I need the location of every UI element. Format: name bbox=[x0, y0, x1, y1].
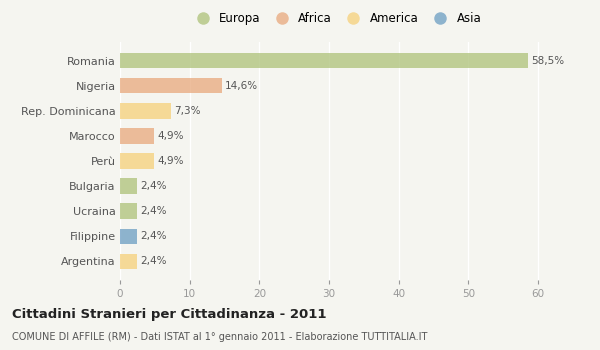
Bar bbox=[120, 128, 154, 144]
Bar bbox=[120, 203, 137, 219]
Legend: Europa, Africa, America, Asia: Europa, Africa, America, Asia bbox=[188, 10, 484, 28]
Text: COMUNE DI AFFILE (RM) - Dati ISTAT al 1° gennaio 2011 - Elaborazione TUTTITALIA.: COMUNE DI AFFILE (RM) - Dati ISTAT al 1°… bbox=[12, 332, 427, 343]
Text: 4,9%: 4,9% bbox=[158, 156, 184, 166]
Text: 58,5%: 58,5% bbox=[531, 56, 564, 65]
Bar bbox=[120, 229, 137, 244]
Bar bbox=[120, 254, 137, 269]
Text: 2,4%: 2,4% bbox=[140, 206, 167, 216]
Bar bbox=[120, 78, 222, 93]
Text: 2,4%: 2,4% bbox=[140, 181, 167, 191]
Bar bbox=[120, 103, 171, 119]
Text: 7,3%: 7,3% bbox=[175, 106, 201, 116]
Text: 14,6%: 14,6% bbox=[225, 81, 259, 91]
Bar bbox=[120, 178, 137, 194]
Bar bbox=[120, 53, 527, 68]
Text: 4,9%: 4,9% bbox=[158, 131, 184, 141]
Text: 2,4%: 2,4% bbox=[140, 257, 167, 266]
Text: Cittadini Stranieri per Cittadinanza - 2011: Cittadini Stranieri per Cittadinanza - 2… bbox=[12, 308, 326, 321]
Text: 2,4%: 2,4% bbox=[140, 231, 167, 241]
Bar bbox=[120, 153, 154, 169]
